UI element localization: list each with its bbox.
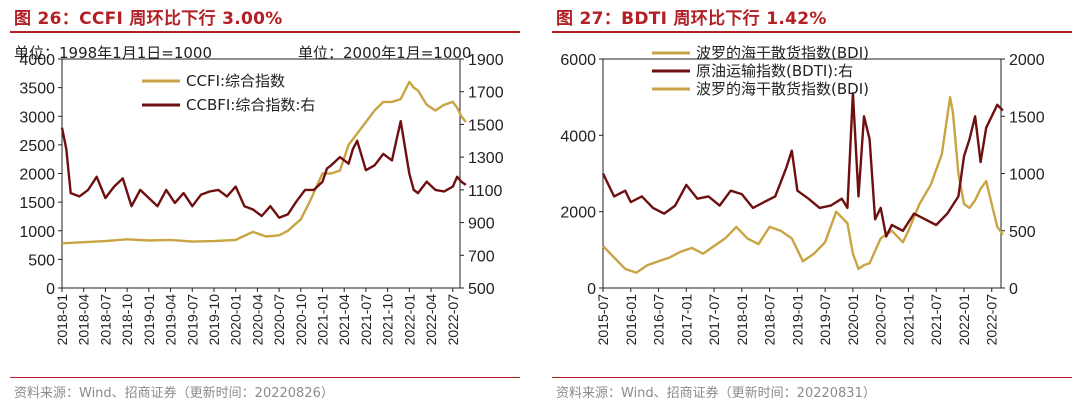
x-tick-label: 2022-04: [423, 294, 439, 346]
series-line-2: [60, 120, 467, 219]
series-line-1: [602, 96, 1004, 274]
x-tick-label: 2018-07: [762, 294, 778, 346]
unit-note-left: 单位：1998年1月1日=1000: [14, 44, 212, 62]
y-right-tick-label: 1900: [468, 52, 504, 69]
x-tick-label: 2019-01: [141, 294, 157, 346]
x-tick-label: 2018-07: [97, 294, 113, 346]
x-tick-label: 2022-07: [984, 294, 1000, 346]
left-chart-title: 图 26：CCFI 周环比下行 3.00%: [14, 9, 283, 29]
left-footer-rule: [10, 377, 520, 378]
y-right-tick-label: 1000: [1009, 167, 1045, 184]
x-tick-label: 2019-07: [184, 294, 200, 346]
y-left-tick-label: 0: [587, 281, 596, 298]
left-chart: 0 500 1000 1500 2000 2500 3000 3500 4000 500 700 90…: [14, 44, 504, 346]
y-left-tick-label: 3000: [19, 109, 55, 126]
series-line-2: [601, 92, 1004, 238]
y-right-tick-label: 2000: [1009, 52, 1045, 69]
x-tick-label: 2019-04: [163, 294, 179, 346]
x-tick-label: 2016-01: [623, 294, 639, 346]
x-tick-label: 2021-01: [900, 294, 916, 346]
x-tick-label: 2022-07: [445, 294, 461, 346]
y-left-tick-label: 6000: [560, 52, 596, 69]
y-left-tick-label: 4000: [19, 52, 55, 69]
x-tick-label: 2019-10: [206, 294, 222, 346]
x-tick-label: 2020-04: [249, 294, 265, 346]
x-tick-label: 2018-10: [119, 294, 135, 346]
y-right-tick-label: 900: [468, 216, 495, 233]
right-footer-rule: [552, 377, 1072, 378]
x-tick-label: 2020-07: [873, 294, 889, 346]
x-tick-label: 2015-07: [595, 294, 611, 346]
y-right-tick-label: 1300: [468, 150, 504, 167]
y-right-tick-label: 1500: [468, 117, 504, 134]
y-left-tick-label: 2000: [19, 167, 55, 184]
y-right-tick-label: 500: [468, 281, 495, 298]
x-tick-label: 2020-01: [845, 294, 861, 346]
x-tick-label: 2019-01: [789, 294, 805, 346]
x-tick-label: 2022-01: [401, 294, 417, 346]
right-source-note: 资料来源：Wind、招商证券（更新时间：20220831）: [556, 386, 876, 401]
legend-label-1: 波罗的海干散货指数(BDI): [696, 44, 869, 62]
x-tick-label: 2021-07: [928, 294, 944, 346]
plot-frame: [61, 58, 461, 289]
x-tick-label: 2018-01: [54, 294, 70, 346]
y-right-tick-label: 1100: [468, 183, 503, 200]
x-tick-label: 2021-07: [358, 294, 374, 346]
x-tick-label: 2020-01: [228, 294, 244, 346]
x-tick-label: 2020-10: [293, 294, 309, 346]
y-left-tick-label: 500: [28, 252, 55, 269]
y-right-tick-label: 500: [1009, 224, 1036, 241]
x-tick-label: 2016-07: [651, 294, 667, 346]
right-chart-title: 图 27：BDTI 周环比下行 1.42%: [556, 9, 827, 29]
left-title-rule: [10, 31, 520, 33]
unit-note-right: 单位：2000年1月=1000: [298, 44, 471, 62]
series-line-1: [61, 80, 467, 245]
y-right-tick-label: 1700: [468, 85, 504, 102]
x-tick-label: 2021-04: [336, 294, 352, 346]
right-chart: 0 2000 4000 6000 0 500 1000 1500 2000 2015-07 2016…: [560, 44, 1045, 346]
x-tick-label: 2017-07: [706, 294, 722, 346]
legend-label-3: 波罗的海干散货指数(BDI): [696, 80, 869, 98]
legend-label-2: 原油运输指数(BDTI):右: [696, 62, 853, 80]
x-tick-label: 2022-01: [956, 294, 972, 346]
y-left-tick-label: 2000: [560, 205, 596, 222]
x-tick-label: 2018-04: [76, 294, 92, 346]
x-tick-label: 2021-01: [315, 294, 331, 346]
y-left-tick-label: 3500: [19, 81, 55, 98]
y-right-tick-label: 700: [468, 248, 495, 265]
x-tick-label: 2017-01: [678, 294, 694, 346]
x-tick-label: 2019-07: [817, 294, 833, 346]
x-tick-label: 2020-07: [271, 294, 287, 346]
y-right-tick-label: 0: [1009, 281, 1018, 298]
x-tick-label: 2018-01: [734, 294, 750, 346]
x-tick-label: 2021-10: [380, 294, 396, 346]
left-source-note: 资料来源：Wind、招商证券（更新时间：20220826）: [14, 386, 334, 401]
y-left-tick-label: 0: [46, 281, 55, 298]
legend-label-2: CCBFI:综合指数:右: [186, 96, 315, 114]
y-left-tick-label: 4000: [560, 128, 596, 145]
right-title-rule: [552, 31, 1072, 33]
legend-label-1: CCFI:综合指数: [186, 72, 285, 90]
y-left-tick-label: 2500: [19, 138, 55, 155]
y-right-tick-label: 1500: [1009, 109, 1045, 126]
y-left-tick-label: 1500: [19, 195, 55, 212]
y-left-tick-label: 1000: [19, 224, 55, 241]
